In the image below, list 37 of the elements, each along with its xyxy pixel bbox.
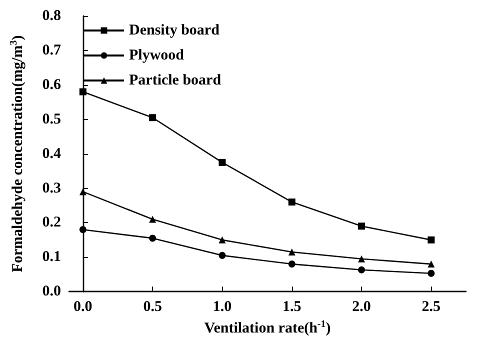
y-tick-label: 0.8 — [42, 8, 61, 24]
point — [428, 260, 435, 268]
point — [288, 260, 296, 268]
legend-label: Plywood — [129, 48, 185, 64]
point — [149, 216, 156, 223]
point — [358, 266, 366, 274]
point — [358, 222, 366, 230]
y-tick-label: 0.2 — [42, 214, 61, 231]
point — [79, 188, 86, 196]
point — [149, 114, 156, 122]
y-tick-label: 0.0 — [42, 284, 61, 300]
point — [218, 158, 226, 166]
point — [218, 252, 226, 259]
point — [218, 236, 226, 244]
point — [288, 248, 296, 256]
x-tick-label: 1.5 — [282, 299, 302, 316]
y-tick-label: 0.1 — [42, 249, 61, 266]
x-tick-label: 2.5 — [422, 299, 441, 316]
y-axis-title: Formaldehyde concentration(mg/m3) — [8, 35, 26, 272]
x-tick-label: 1.0 — [212, 299, 232, 316]
point — [358, 255, 366, 262]
point — [428, 236, 435, 244]
point — [79, 88, 86, 96]
point — [79, 226, 86, 234]
x-tick-label: 0.0 — [74, 299, 92, 316]
point — [428, 270, 435, 277]
y-tick-label: 0.4 — [42, 146, 62, 162]
legend-label: Density board — [129, 22, 220, 38]
x-tick-label: 2.0 — [352, 299, 371, 316]
y-tick-label: 0.5 — [42, 111, 61, 128]
x-tick-label: 0.5 — [143, 299, 162, 316]
point — [288, 198, 296, 206]
point — [149, 234, 156, 242]
legend-label: Particle board — [129, 72, 222, 88]
y-tick-label: 0.6 — [42, 76, 62, 93]
y-tick-label: 0.3 — [42, 180, 61, 196]
y-tick-label: 0.7 — [42, 42, 62, 58]
